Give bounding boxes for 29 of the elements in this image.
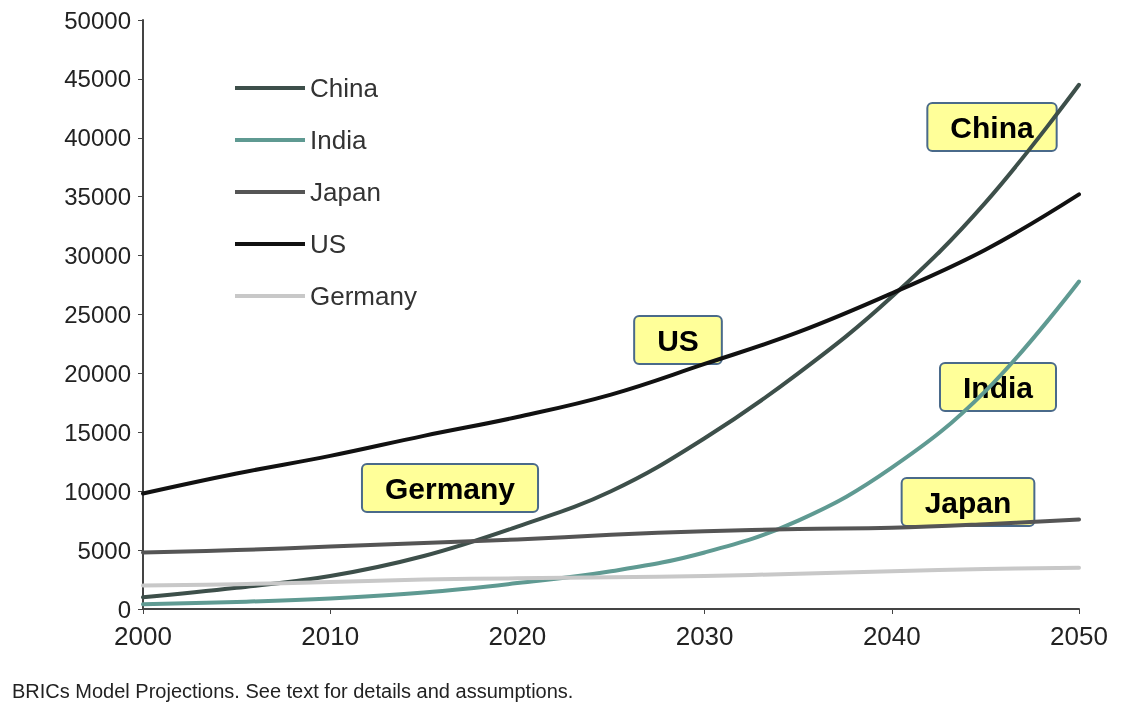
legend-label: Germany — [310, 281, 417, 311]
annotation: US — [657, 323, 699, 357]
y-tick-label: 20000 — [64, 359, 131, 387]
x-tick-label: 2030 — [675, 621, 734, 651]
y-tick-label: 5000 — [77, 536, 131, 564]
y-tick-label: 10000 — [64, 477, 131, 505]
x-tick-label: 2040 — [862, 621, 921, 651]
annotation: Japan — [924, 485, 1012, 519]
x-tick-label: 2020 — [488, 621, 547, 651]
legend-label: India — [310, 125, 367, 155]
text: BRICs Model Projections. See text for details and assumptions. — [12, 680, 575, 703]
y-tick-label: 40000 — [64, 124, 131, 152]
annotation: China — [950, 110, 1034, 144]
legend-label: Japan — [310, 177, 381, 207]
line-series — [141, 565, 1081, 588]
y-tick-label: 0 — [117, 595, 131, 623]
x-tick-label: 2050 — [1050, 621, 1108, 651]
x-tick-label: 2000 — [114, 621, 172, 651]
y-tick-label: 50000 — [64, 6, 131, 34]
y-tick-label: 25000 — [64, 301, 131, 328]
y-tick-label: 15000 — [64, 418, 131, 446]
line-series — [141, 517, 1081, 555]
legend-label: China — [310, 73, 379, 103]
y-tick-label: 45000 — [64, 65, 131, 93]
y-tick-label: 30000 — [64, 242, 131, 270]
y-tick-label: 35000 — [64, 183, 131, 211]
x-tick-label: 2010 — [301, 621, 360, 651]
legend-label: US — [310, 229, 347, 259]
annotation: Germany — [384, 471, 516, 505]
